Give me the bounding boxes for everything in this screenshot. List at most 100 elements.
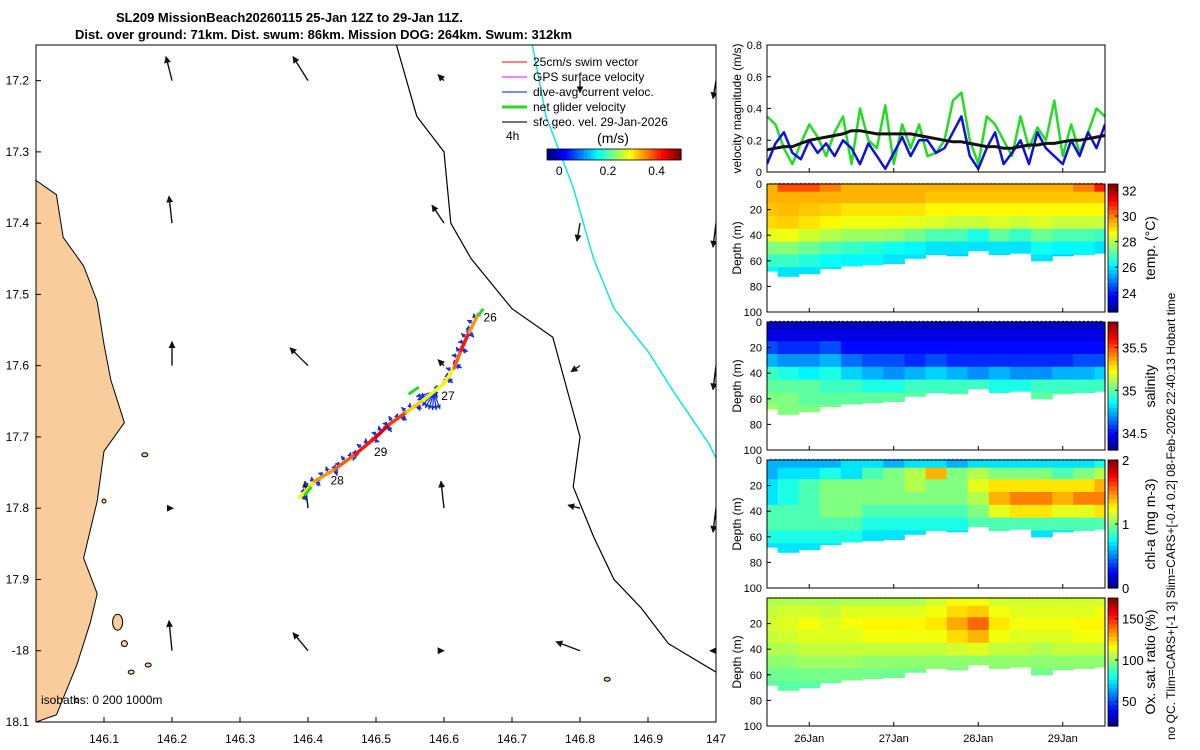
section-cell <box>862 366 884 381</box>
section-cell <box>967 366 990 381</box>
section-cell <box>767 492 779 506</box>
surface-sample-dot <box>781 320 787 326</box>
surface-sample-dot <box>938 182 943 188</box>
surface-sample-dot <box>828 320 833 326</box>
section-cell <box>862 617 884 631</box>
surface-sample-dot <box>921 182 926 188</box>
section-cell <box>1031 254 1053 262</box>
section-colorbar-swatch <box>1108 644 1118 650</box>
surface-sample-dot <box>984 182 989 188</box>
section-cell <box>840 460 863 469</box>
section-colorbar-swatch <box>1108 294 1118 300</box>
surface-sample-dot <box>828 596 833 602</box>
section-cell <box>883 530 905 540</box>
section-cell <box>767 530 779 544</box>
section-cell <box>1031 379 1053 393</box>
surface-sample-dot <box>1009 182 1015 188</box>
surface-sample-dot <box>895 458 901 464</box>
section-cell <box>925 605 948 618</box>
section-colorbar-swatch <box>1108 657 1118 663</box>
section-cell <box>798 203 821 217</box>
section-cell <box>798 341 821 355</box>
surface-sample-dot <box>1018 182 1023 188</box>
section-colorbar-swatch <box>1108 356 1118 361</box>
section-cell <box>1052 322 1074 331</box>
surface-sample-dot <box>807 596 812 602</box>
section-cell <box>1052 479 1074 493</box>
section-cell <box>946 379 969 393</box>
surface-sample-dot <box>811 596 816 602</box>
section-colorbar-tick-label: 35.5 <box>1122 341 1147 356</box>
surface-sample-dot <box>1073 596 1078 602</box>
section-cell <box>1073 379 1095 393</box>
section-cell <box>777 681 800 691</box>
section-cell <box>1094 379 1106 392</box>
section-colorbar-swatch <box>1108 610 1118 616</box>
surface-sample-dot <box>929 596 934 602</box>
surface-sample-dot <box>773 596 778 602</box>
section-cell <box>1094 504 1106 519</box>
section-colorbar-swatch <box>1108 235 1118 241</box>
surface-sample-dot <box>866 320 871 326</box>
section-cell <box>777 341 800 355</box>
map-xtick-label: 147 <box>706 732 726 746</box>
velocity-series-line <box>767 115 1105 171</box>
section-colorbar-swatch <box>1108 347 1118 353</box>
section-cell <box>819 241 842 255</box>
surface-sample-dot <box>878 182 884 188</box>
surface-sample-dot <box>980 458 985 464</box>
track-segment <box>387 410 409 426</box>
section-cell <box>883 191 905 204</box>
section-cell <box>967 241 990 252</box>
section-cell <box>1073 504 1095 519</box>
surface-sample-dot <box>1077 596 1082 602</box>
surface-sample-dot <box>1047 182 1053 188</box>
section-cell <box>840 203 863 217</box>
surface-sample-dot <box>1018 320 1023 326</box>
surface-sample-dot <box>785 320 791 326</box>
surface-sample-dot <box>1098 182 1104 188</box>
section-cell <box>819 366 842 381</box>
section-colorbar-swatch <box>1108 524 1118 529</box>
surface-sample-dot <box>916 596 922 602</box>
section-cell <box>777 354 800 368</box>
net-glider-velocity <box>303 485 313 497</box>
section-cell <box>840 630 863 644</box>
current-vector <box>437 359 445 367</box>
section-cell <box>819 405 842 408</box>
section-cell <box>840 530 863 543</box>
section-cell <box>798 530 821 544</box>
surface-sample-dot <box>929 458 934 464</box>
section-cell <box>1094 642 1106 657</box>
section-cell <box>1052 668 1074 671</box>
section-cell <box>925 241 948 255</box>
section-axes-box <box>766 321 1106 451</box>
surface-sample-dot <box>891 458 896 464</box>
section-cell <box>1073 492 1095 506</box>
section-cell <box>883 322 905 331</box>
section-colorbar-swatch <box>1108 213 1118 219</box>
colorbar-swatch <box>657 149 662 160</box>
section-cell <box>777 366 800 381</box>
surface-sample-dot <box>946 596 951 602</box>
surface-sample-dot <box>1009 458 1015 464</box>
section-cell <box>767 467 779 480</box>
section-cell <box>819 530 842 544</box>
section-colorbar-swatch <box>1108 209 1118 215</box>
section-cell <box>1094 460 1106 469</box>
surface-sample-dot <box>815 596 820 602</box>
section-ytick-label: 20 <box>750 205 762 217</box>
section-cell <box>1009 354 1032 368</box>
section-ytick-label: 40 <box>750 230 762 242</box>
section-cell <box>777 543 800 553</box>
surface-sample-dot <box>883 458 888 464</box>
colorbar-swatch <box>567 149 572 160</box>
section-cell <box>819 655 842 669</box>
section-cell <box>946 322 969 331</box>
map-xtick-label: 146.7 <box>497 732 527 746</box>
section-cell <box>862 228 884 243</box>
surface-sample-dot <box>938 458 943 464</box>
section-cell <box>1073 329 1095 342</box>
section-cell <box>767 543 779 548</box>
surface-sample-dot <box>946 320 951 326</box>
